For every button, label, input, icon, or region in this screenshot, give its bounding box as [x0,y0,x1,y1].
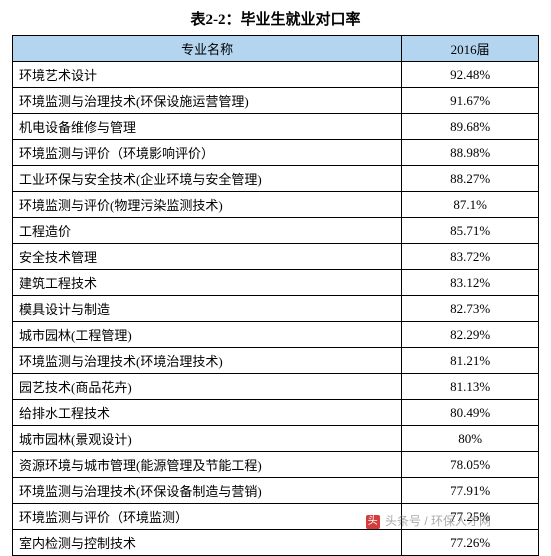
cell-value: 82.73% [402,296,539,322]
cell-value: 88.98% [402,140,539,166]
cell-value: 88.27% [402,166,539,192]
table-row: 给排水工程技术80.49% [13,400,539,426]
employment-table: 专业名称 2016届 环境艺术设计92.48%环境监测与治理技术(环保设施运营管… [12,35,539,556]
table-row: 环境艺术设计92.48% [13,62,539,88]
cell-major: 机电设备维修与管理 [13,114,402,140]
cell-major: 园艺技术(商品花卉) [13,374,402,400]
cell-major: 工业环保与安全技术(企业环境与安全管理) [13,166,402,192]
cell-value: 80% [402,426,539,452]
cell-value: 82.29% [402,322,539,348]
cell-major: 环境监测与治理技术(环保设备制造与营销) [13,478,402,504]
cell-major: 环境艺术设计 [13,62,402,88]
col-header-year: 2016届 [402,36,539,62]
cell-value: 89.68% [402,114,539,140]
cell-value: 80.49% [402,400,539,426]
cell-major: 安全技术管理 [13,244,402,270]
cell-major: 环境监测与治理技术(环境治理技术) [13,348,402,374]
table-row: 资源环境与城市管理(能源管理及节能工程)78.05% [13,452,539,478]
cell-major: 建筑工程技术 [13,270,402,296]
cell-major: 资源环境与城市管理(能源管理及节能工程) [13,452,402,478]
table-row: 工业环保与安全技术(企业环境与安全管理)88.27% [13,166,539,192]
col-header-major: 专业名称 [13,36,402,62]
cell-value: 77.91% [402,478,539,504]
table-row: 安全技术管理83.72% [13,244,539,270]
cell-value: 78.05% [402,452,539,478]
table-row: 室内检测与控制技术77.26% [13,530,539,556]
table-body: 环境艺术设计92.48%环境监测与治理技术(环保设施运营管理)91.67%机电设… [13,62,539,556]
table-row: 环境监测与治理技术(环境治理技术)81.21% [13,348,539,374]
table-row: 环境监测与评价(物理污染监测技术)87.1% [13,192,539,218]
cell-value: 91.67% [402,88,539,114]
cell-major: 城市园林(景观设计) [13,426,402,452]
cell-value: 77.25% [402,504,539,530]
cell-major: 工程造价 [13,218,402,244]
cell-major: 城市园林(工程管理) [13,322,402,348]
cell-value: 85.71% [402,218,539,244]
table-row: 机电设备维修与管理89.68% [13,114,539,140]
cell-major: 模具设计与制造 [13,296,402,322]
cell-value: 83.12% [402,270,539,296]
table-row: 环境监测与评价（环境监测）77.25% [13,504,539,530]
cell-value: 77.26% [402,530,539,556]
cell-value: 81.21% [402,348,539,374]
table-title: 表2-2：毕业生就业对口率 [12,8,539,29]
table-row: 环境监测与评价（环境影响评价）88.98% [13,140,539,166]
table-row: 环境监测与治理技术(环保设备制造与营销)77.91% [13,478,539,504]
cell-major: 室内检测与控制技术 [13,530,402,556]
cell-major: 环境监测与评价（环境监测） [13,504,402,530]
table-row: 园艺技术(商品花卉)81.13% [13,374,539,400]
table-row: 模具设计与制造82.73% [13,296,539,322]
table-row: 城市园林(工程管理)82.29% [13,322,539,348]
cell-value: 87.1% [402,192,539,218]
cell-major: 环境监测与评价(物理污染监测技术) [13,192,402,218]
cell-major: 环境监测与评价（环境影响评价） [13,140,402,166]
table-row: 环境监测与治理技术(环保设施运营管理)91.67% [13,88,539,114]
table-row: 城市园林(景观设计)80% [13,426,539,452]
cell-value: 81.13% [402,374,539,400]
table-row: 建筑工程技术83.12% [13,270,539,296]
table-header-row: 专业名称 2016届 [13,36,539,62]
cell-major: 给排水工程技术 [13,400,402,426]
cell-value: 83.72% [402,244,539,270]
table-row: 工程造价85.71% [13,218,539,244]
cell-major: 环境监测与治理技术(环保设施运营管理) [13,88,402,114]
cell-value: 92.48% [402,62,539,88]
